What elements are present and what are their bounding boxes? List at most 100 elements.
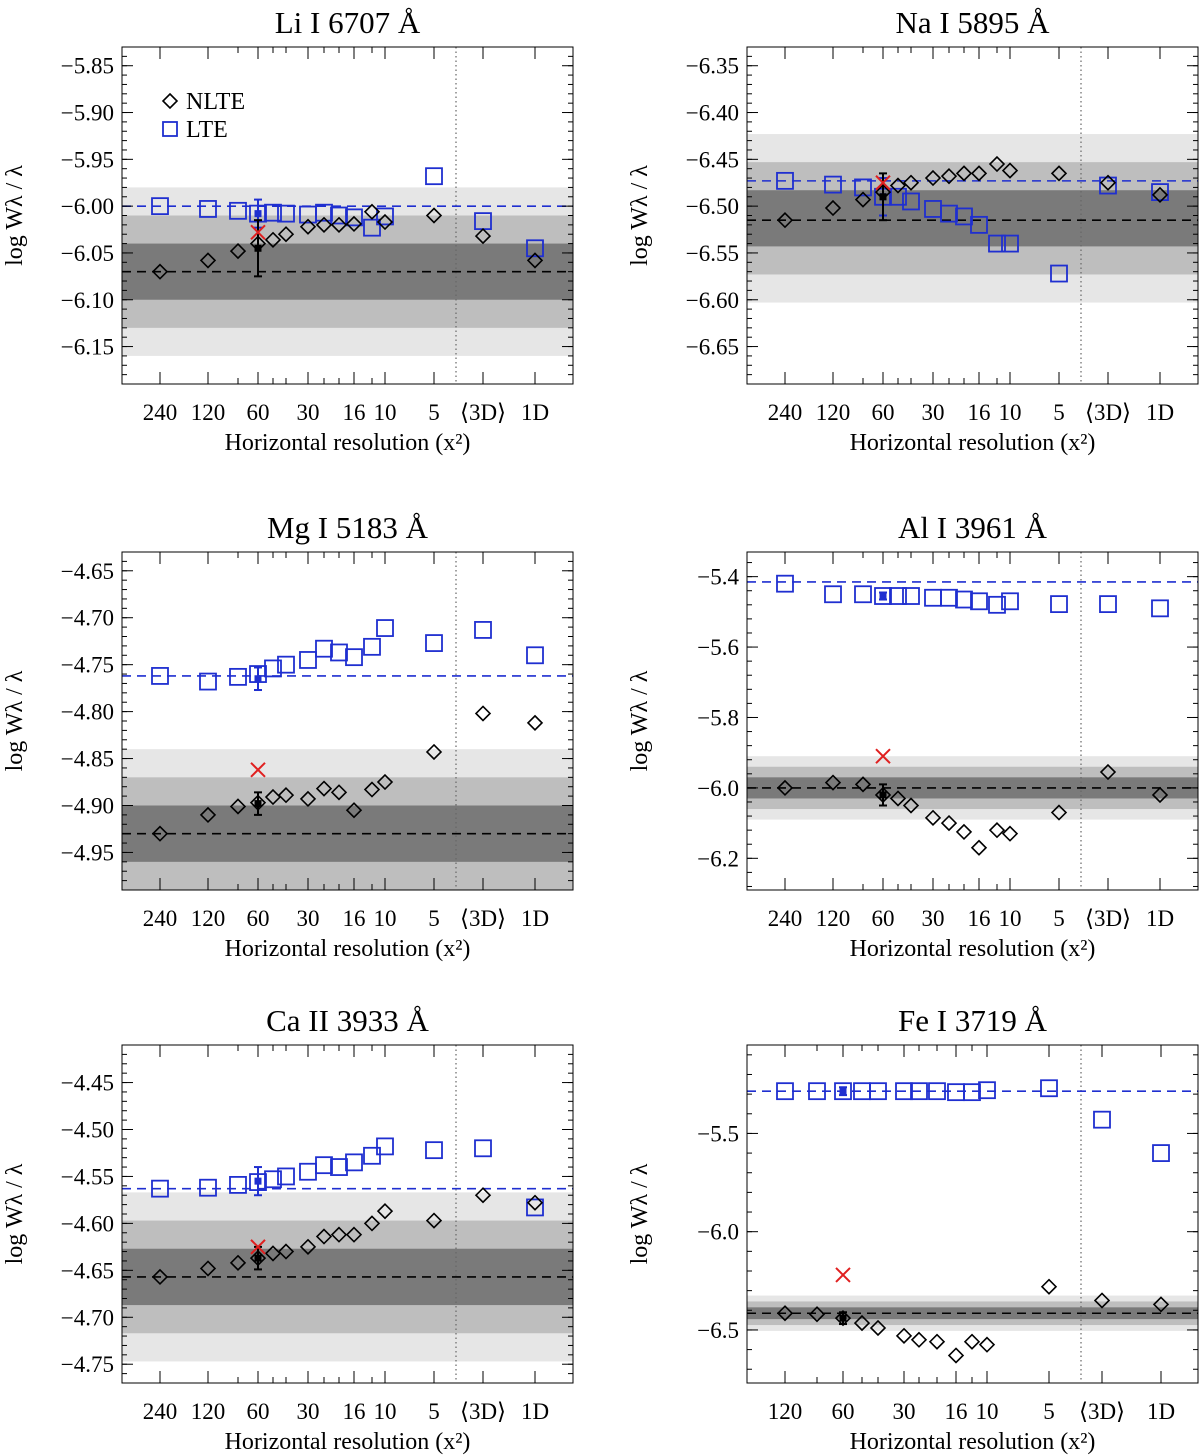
nlte-point: [1151, 786, 1169, 804]
panel-5: −4.45 −4.50 −4.55 −4.60 −4.65 −4.70 −4.75 240 12…: [2, 1003, 574, 1455]
nlte-point: [474, 1187, 492, 1204]
lte-point: [1050, 264, 1068, 283]
lte-point: [776, 171, 794, 190]
x-tick-label: ⟨3D⟩: [1085, 400, 1131, 425]
x-tick-label: 120: [191, 1399, 226, 1424]
lte-point: [229, 667, 247, 686]
lte-point: [970, 592, 988, 611]
lte-point: [199, 672, 217, 691]
nlte-point: [526, 252, 544, 269]
lte-point: [474, 1139, 492, 1158]
x-tick-label: 10: [976, 1399, 999, 1424]
lte-point: [970, 215, 988, 234]
lte-point: [315, 639, 333, 658]
lte-point: [330, 206, 348, 225]
x-tick-label: 5: [428, 1399, 440, 1424]
nlte-point: [264, 788, 282, 806]
lte-point: [526, 239, 544, 258]
lte-point: [315, 1156, 333, 1175]
lte-point: [854, 178, 872, 197]
y-tick-label: −6.0: [697, 776, 739, 801]
x-axis-label: Horizontal resolution (x²): [850, 936, 1096, 962]
y-tick-label: −5.85: [61, 54, 114, 79]
solar-value-marker: [875, 748, 891, 764]
nlte-error-bar-center: [879, 193, 887, 201]
lte-point: [1099, 595, 1117, 614]
x-axis-label: Horizontal resolution (x²): [225, 1429, 471, 1455]
nlte-error-bar-center: [879, 791, 887, 799]
lte-point: [889, 587, 907, 605]
y-tick-label: −4.70: [61, 1305, 114, 1330]
panel-2: −6.35 −6.40 −6.45 −6.50 −6.55 −6.60 −6.65 240 12…: [627, 5, 1199, 456]
panel-1: −5.85 −5.90 −5.95 −6.00 −6.05 −6.10 −6.15 240 12…: [2, 5, 574, 456]
lte-error-bar-center: [254, 210, 262, 218]
lte-point: [199, 1178, 217, 1197]
nlte-point: [924, 169, 942, 187]
x-axis-label: Horizontal resolution (x²): [225, 936, 471, 962]
nlte-point: [526, 1194, 544, 1211]
lte-point: [955, 590, 973, 609]
nlte-point: [345, 215, 363, 233]
y-axis-label: log Wλ / λ: [2, 165, 28, 266]
lte-point: [526, 1198, 544, 1217]
nlte-point: [776, 779, 794, 797]
x-tick-label: 120: [816, 400, 851, 425]
nlte-point: [199, 252, 217, 269]
lte-error-bar-center: [879, 592, 887, 600]
nlte-point: [1093, 1292, 1111, 1309]
y-tick-label: −4.95: [61, 840, 114, 865]
y-tick-label: −4.90: [61, 794, 114, 819]
nlte-point: [824, 774, 842, 791]
y-tick-label: −4.55: [61, 1164, 114, 1189]
y-tick-label: −4.60: [61, 1211, 114, 1236]
nlte-point: [363, 1215, 381, 1232]
lte-point: [363, 637, 381, 656]
lte-point: [854, 585, 872, 604]
y-axis-label: log Wλ / λ: [2, 670, 28, 771]
lte-point: [363, 1146, 381, 1165]
y-tick-label: −5.5: [697, 1121, 739, 1146]
lte-point: [474, 621, 492, 639]
lte-point: [1151, 599, 1169, 618]
lte-point: [264, 203, 282, 222]
nlte-point: [345, 802, 363, 819]
y-tick-label: −5.4: [697, 565, 739, 590]
x-tick-label: 120: [191, 906, 226, 931]
x-tick-label: 240: [143, 906, 178, 931]
y-tick-label: −5.6: [697, 635, 739, 660]
nlte-point: [970, 165, 988, 182]
x-tick-label: 1D: [1146, 400, 1174, 425]
solar-value-marker: [250, 762, 266, 778]
x-tick-label: ⟨3D⟩: [460, 906, 506, 931]
solar-value-marker: [250, 224, 266, 241]
lte-point: [299, 1162, 317, 1181]
nlte-point: [425, 207, 443, 224]
x-tick-label: 1D: [521, 1399, 549, 1424]
lte-point: [988, 595, 1006, 614]
lte-point: [940, 588, 958, 607]
lte-point: [1040, 1079, 1058, 1098]
nlte-point: [151, 1268, 169, 1286]
lte-point: [151, 1179, 169, 1198]
nlte-point: [277, 226, 295, 243]
nlte-point: [824, 199, 842, 217]
x-tick-label: 10: [374, 400, 397, 425]
lte-point: [229, 201, 247, 220]
x-tick-label: 120: [191, 400, 226, 425]
y-tick-label: −6.5: [697, 1318, 739, 1343]
lte-point: [425, 634, 443, 652]
lte-point: [526, 646, 544, 665]
nlte-point: [902, 174, 920, 191]
legend-nlte-label: NLTE: [186, 89, 245, 115]
x-tick-label: 16: [968, 906, 991, 931]
lte-point: [940, 204, 958, 223]
panel-6: −5.5 −6.0 −6.5 120 60 30 16 10 5 ⟨3D⟩ 1D Fe I 3719 …: [627, 1003, 1199, 1455]
x-tick-label: 5: [1053, 906, 1065, 931]
solar-value-marker: [250, 1239, 266, 1255]
lte-point: [299, 651, 317, 669]
lte-point: [1099, 176, 1117, 195]
solar-value-marker: [835, 1267, 851, 1283]
nlte-point: [963, 1333, 981, 1350]
x-tick-label: 16: [343, 906, 366, 931]
chart-title: Li I 6707 Å: [275, 5, 421, 40]
